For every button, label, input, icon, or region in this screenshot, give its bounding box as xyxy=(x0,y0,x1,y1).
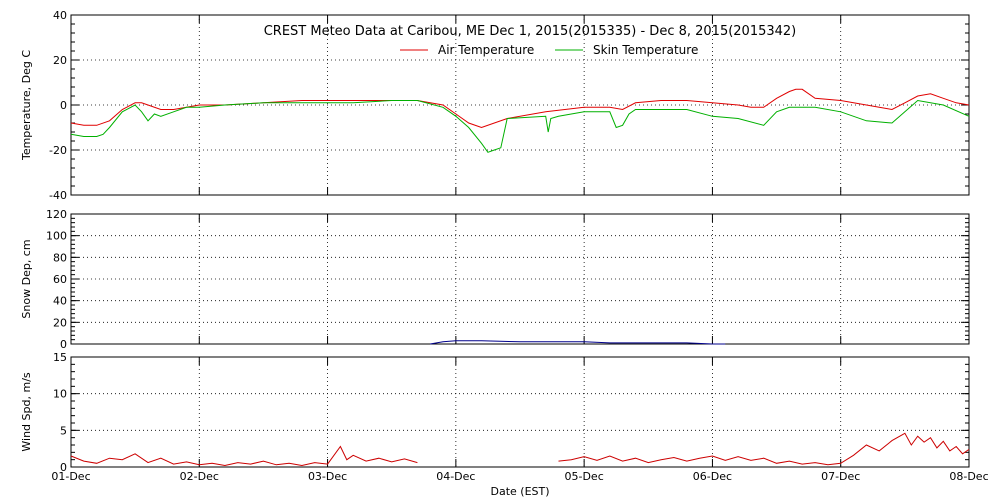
series-line-skin-temperature xyxy=(70,99,970,153)
y-tick-label: 100 xyxy=(46,230,67,243)
y-tick-label: 20 xyxy=(53,54,67,67)
chart-panels: -40 -20 0 20 40 Temperature, Deg C Air Tempera… xyxy=(20,9,989,483)
legend-label: Skin Temperature xyxy=(593,43,698,57)
y-tick-label: 60 xyxy=(53,273,67,286)
y-tick-label: 0 xyxy=(60,338,67,351)
y-tick-label: 0 xyxy=(60,461,67,474)
panel-wind_speed: 0 5 10 15 Wind Spd, m/s xyxy=(20,351,970,474)
x-tick-label: 08-Dec xyxy=(949,470,988,483)
y-tick-label: 5 xyxy=(60,424,67,437)
series-line-snow_depth xyxy=(430,340,726,345)
y-tick-label: 15 xyxy=(53,351,67,364)
y-tick-label: 80 xyxy=(53,251,67,264)
x-tick-label: 01-Dec xyxy=(51,470,90,483)
y-tick-label: 120 xyxy=(46,208,67,221)
series-line-wind_speed xyxy=(70,432,970,467)
x-tick-label: 05-Dec xyxy=(565,470,604,483)
y-tick-label: -40 xyxy=(49,189,67,202)
y-axis-label: Snow Dep, cm xyxy=(20,239,33,318)
series-line-air-temperature xyxy=(70,88,970,129)
y-axis-label: Wind Spd, m/s xyxy=(20,372,33,452)
x-tick-label: 06-Dec xyxy=(693,470,732,483)
legend-label: Air Temperature xyxy=(438,43,534,57)
y-tick-label: 40 xyxy=(53,295,67,308)
x-axis-label: Date (EST) xyxy=(490,485,549,498)
y-tick-label: 40 xyxy=(53,9,67,22)
x-tick-label: 04-Dec xyxy=(436,470,475,483)
panel-snow_depth: 0 20 40 60 80 100 120 Snow Dep, cm xyxy=(20,208,970,351)
y-tick-label: 20 xyxy=(53,316,67,329)
x-tick-label: 03-Dec xyxy=(308,470,347,483)
x-tick-label: 02-Dec xyxy=(180,470,219,483)
panel-temperature: -40 -20 0 20 40 Temperature, Deg C Air Tempera… xyxy=(20,9,970,202)
y-axis-label: Temperature, Deg C xyxy=(20,50,33,161)
y-tick-label: 10 xyxy=(53,388,67,401)
y-tick-label: 0 xyxy=(60,99,67,112)
y-tick-label: -20 xyxy=(49,144,67,157)
plot-frame xyxy=(70,356,970,468)
chart-title: CREST Meteo Data at Caribou, ME Dec 1, 2… xyxy=(264,24,797,39)
x-tick-label: 07-Dec xyxy=(821,470,860,483)
